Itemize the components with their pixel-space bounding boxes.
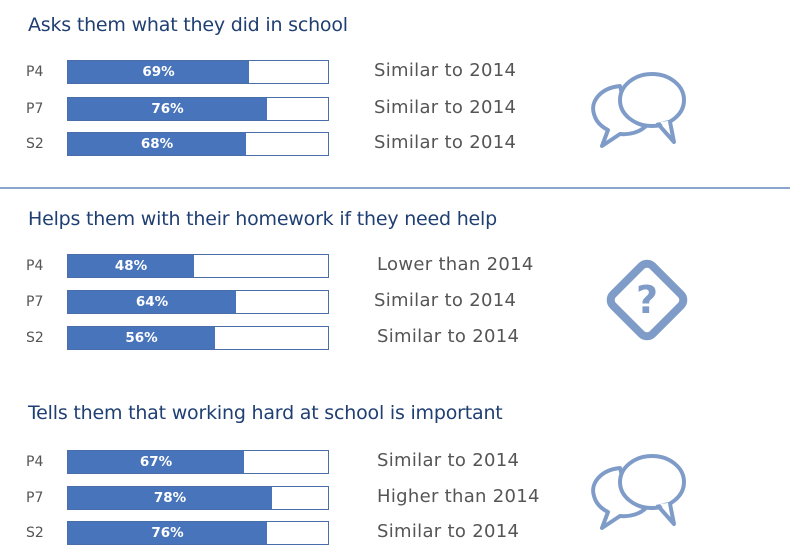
bar-value-label: 48% (114, 258, 148, 274)
bar-row: P7 78% Higher than 2014 (0, 486, 801, 512)
bar-row: S2 76% Similar to 2014 (0, 521, 801, 547)
chart-title: Asks them what they did in school (28, 14, 348, 36)
bar (68, 327, 215, 349)
category-label: S2 (26, 330, 44, 346)
category-label: P7 (26, 490, 44, 506)
bar-value-label: 56% (125, 330, 158, 346)
speech-bubbles-icon (586, 64, 696, 158)
speech-bubbles-icon (591, 72, 686, 148)
bar-row: P4 48% Lower than 2014 (0, 254, 801, 280)
comparison-label: Similar to 2014 (374, 97, 517, 118)
comparison-label: Similar to 2014 (377, 450, 520, 471)
bar-track: 67% (67, 450, 329, 474)
bar-value-label: 67% (139, 454, 173, 470)
bar-row: S2 68% Similar to 2014 (0, 132, 801, 158)
comparison-label: Similar to 2014 (374, 60, 517, 81)
category-label: P7 (26, 294, 44, 310)
comparison-label: Lower than 2014 (377, 254, 534, 275)
bar (68, 451, 244, 473)
bar-value-label: 76% (151, 101, 184, 117)
speech-bubbles-icon (591, 454, 686, 530)
bar-track: 56% (67, 326, 329, 350)
bar-value-label: 78% (153, 490, 187, 506)
bar-row: P4 67% Similar to 2014 (0, 450, 801, 476)
question-diamond-icon: ? (602, 255, 692, 349)
chart-title: Tells them that working hard at school i… (28, 402, 503, 424)
category-label: S2 (26, 525, 44, 541)
chart-title: Helps them with their homework if they n… (28, 208, 497, 230)
comparison-label: Similar to 2014 (374, 290, 517, 311)
bar-value-label: 64% (135, 294, 169, 310)
bar-track: 78% (67, 486, 329, 510)
speech-bubbles-icon (586, 446, 696, 540)
svg-text:?: ? (636, 278, 658, 322)
bar (68, 255, 194, 277)
category-label: P7 (26, 101, 44, 117)
bar-row: S2 56% Similar to 2014 (0, 326, 801, 352)
bar-row: P4 69% Similar to 2014 (0, 60, 801, 86)
bar-track: 68% (67, 132, 329, 156)
bar (68, 61, 249, 83)
comparison-label: Similar to 2014 (374, 132, 517, 153)
category-label: S2 (26, 136, 44, 152)
category-label: P4 (26, 258, 44, 274)
bar-track: 76% (67, 521, 329, 545)
category-label: P4 (26, 454, 44, 470)
section-divider (0, 187, 790, 189)
bar-row: P7 64% Similar to 2014 (0, 290, 801, 316)
comparison-label: Similar to 2014 (377, 326, 520, 347)
bar-value-label: 69% (142, 64, 175, 80)
question-diamond-icon: ? (606, 259, 688, 341)
bar (68, 487, 272, 509)
bar-value-label: 76% (151, 525, 184, 541)
comparison-label: Higher than 2014 (377, 486, 540, 507)
category-label: P4 (26, 64, 44, 80)
bar (68, 291, 236, 313)
comparison-label: Similar to 2014 (377, 521, 520, 542)
bar-track: 48% (67, 254, 329, 278)
bar (68, 98, 267, 120)
bar-value-label: 68% (140, 136, 174, 152)
bar-row: P7 76% Similar to 2014 (0, 97, 801, 123)
bar (68, 522, 267, 544)
bar (68, 133, 246, 155)
bar-track: 76% (67, 97, 329, 121)
bar-track: 64% (67, 290, 329, 314)
bar-track: 69% (67, 60, 329, 84)
